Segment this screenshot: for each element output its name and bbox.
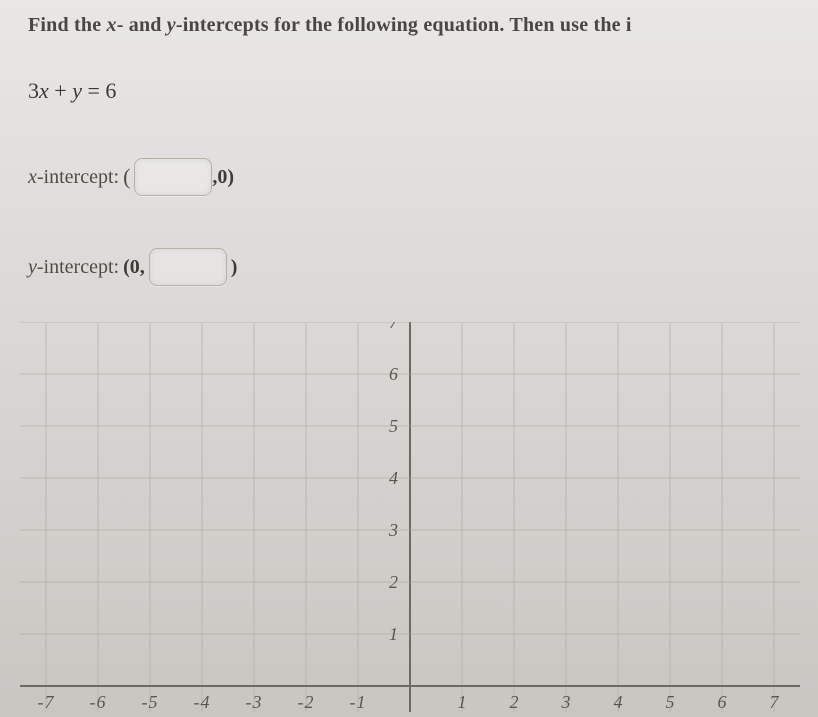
q-var-y: y — [167, 14, 176, 36]
svg-text:2: 2 — [510, 692, 519, 712]
svg-text:3: 3 — [388, 520, 398, 540]
svg-text:-6: -6 — [90, 692, 107, 712]
svg-text:4: 4 — [389, 468, 398, 488]
eq-plus: + — [49, 78, 72, 103]
eq-eq: = — [82, 78, 105, 103]
x-intercept-input[interactable] — [134, 158, 212, 196]
equation: 3x + y = 6 — [28, 78, 116, 104]
svg-text:4: 4 — [614, 692, 623, 712]
eq-c: 6 — [105, 78, 116, 103]
y-intercept-input[interactable] — [149, 248, 227, 286]
svg-text:1: 1 — [458, 692, 467, 712]
svg-text:2: 2 — [389, 572, 398, 592]
svg-text:-2: -2 — [298, 692, 315, 712]
question-text: Find the x- and y-intercepts for the fol… — [28, 14, 632, 37]
y-int-close: ) — [231, 256, 238, 279]
svg-text:6: 6 — [389, 364, 398, 384]
q-mid1: - and — [117, 14, 167, 36]
x-int-var: x — [28, 166, 37, 188]
y-int-post: -intercept: — [37, 256, 119, 278]
svg-text:6: 6 — [718, 692, 727, 712]
svg-text:-7: -7 — [38, 692, 55, 712]
y-int-open: (0, — [123, 256, 145, 279]
x-intercept-row: x-intercept: ( ,0) — [28, 158, 234, 196]
y-intercept-row: y-intercept: (0, ) — [28, 248, 241, 286]
q-pre: Find the — [28, 14, 106, 36]
q-mid2: -intercepts for the following equation. … — [176, 14, 632, 36]
svg-text:5: 5 — [666, 692, 675, 712]
svg-text:5: 5 — [389, 416, 398, 436]
eq-y: y — [72, 78, 82, 103]
svg-text:3: 3 — [561, 692, 571, 712]
svg-text:-4: -4 — [194, 692, 211, 712]
q-var-x: x — [106, 14, 116, 36]
svg-text:7: 7 — [770, 692, 780, 712]
eq-x: x — [39, 78, 49, 103]
svg-text:1: 1 — [389, 624, 398, 644]
svg-text:7: 7 — [389, 322, 399, 332]
y-intercept-label: y-intercept: — [28, 256, 119, 279]
x-int-post: -intercept: — [37, 166, 119, 188]
coordinate-grid: -7-6-5-4-3-2-112345677654321-1 — [20, 322, 800, 712]
svg-text:-1: -1 — [350, 692, 367, 712]
x-intercept-label: x-intercept: — [28, 166, 119, 189]
grid-svg: -7-6-5-4-3-2-112345677654321-1 — [20, 322, 800, 712]
eq-coef: 3 — [28, 78, 39, 103]
y-int-var: y — [28, 256, 37, 278]
svg-text:-5: -5 — [142, 692, 159, 712]
x-int-fixed: ,0) — [212, 166, 234, 189]
svg-text:-3: -3 — [246, 692, 263, 712]
x-int-open: ( — [123, 164, 130, 190]
